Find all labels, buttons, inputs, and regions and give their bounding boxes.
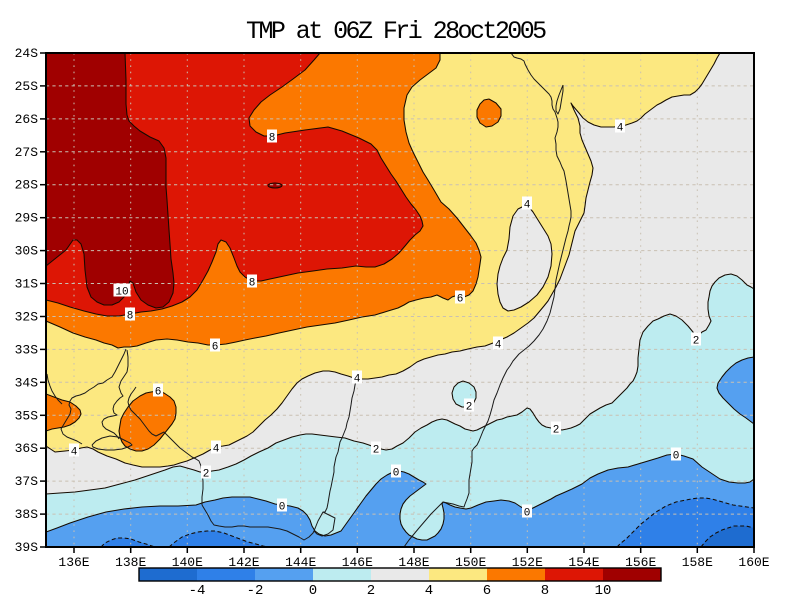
svg-text:2: 2 [693,336,700,348]
svg-text:0: 0 [393,468,400,480]
svg-text:148E: 148E [398,555,429,570]
svg-text:TMP at 06Z Fri 28oct2005: TMP at 06Z Fri 28oct2005 [246,17,546,46]
svg-text:160E: 160E [738,555,769,570]
svg-text:29S: 29S [15,211,39,226]
svg-text:156E: 156E [625,555,656,570]
svg-text:140E: 140E [172,555,203,570]
svg-text:27S: 27S [15,145,39,160]
svg-text:6: 6 [155,387,162,399]
svg-text:138E: 138E [115,555,146,570]
svg-text:4: 4 [495,340,502,352]
svg-text:10: 10 [115,287,128,299]
svg-text:2: 2 [466,402,473,414]
svg-text:146E: 146E [342,555,373,570]
svg-text:144E: 144E [285,555,316,570]
svg-text:37S: 37S [15,474,39,489]
svg-text:8: 8 [249,278,256,290]
svg-text:136E: 136E [58,555,89,570]
svg-text:32S: 32S [15,310,39,325]
svg-text:39S: 39S [15,540,39,555]
svg-text:26S: 26S [15,112,39,127]
svg-text:38S: 38S [15,507,39,522]
svg-text:4: 4 [425,583,433,599]
svg-text:6: 6 [457,294,464,306]
svg-text:2: 2 [367,583,375,599]
svg-text:4: 4 [524,200,531,212]
svg-text:158E: 158E [682,555,713,570]
svg-text:8: 8 [541,583,549,599]
svg-text:2: 2 [373,445,380,457]
svg-text:24S: 24S [15,46,39,61]
svg-text:8: 8 [127,311,134,323]
svg-text:8: 8 [269,133,276,145]
svg-text:152E: 152E [512,555,543,570]
svg-text:10: 10 [595,583,612,599]
svg-text:6: 6 [212,342,219,354]
svg-text:-4: -4 [189,583,206,599]
svg-text:142E: 142E [228,555,259,570]
svg-text:31S: 31S [15,277,39,292]
svg-text:25S: 25S [15,79,39,94]
svg-text:0: 0 [279,502,286,514]
svg-text:2: 2 [553,425,560,437]
svg-text:36S: 36S [15,441,39,456]
svg-text:-2: -2 [247,583,264,599]
svg-text:4: 4 [617,123,624,135]
svg-text:150E: 150E [455,555,486,570]
svg-text:4: 4 [213,444,220,456]
svg-text:28S: 28S [15,178,39,193]
svg-text:0: 0 [309,583,317,599]
svg-text:6: 6 [483,583,491,599]
svg-text:4: 4 [354,374,361,386]
svg-text:4: 4 [71,447,78,459]
svg-text:35S: 35S [15,408,39,423]
svg-text:33S: 33S [15,342,39,357]
svg-text:154E: 154E [568,555,599,570]
svg-text:0: 0 [673,451,680,463]
svg-text:34S: 34S [15,375,39,390]
svg-text:2: 2 [203,469,210,481]
svg-text:0: 0 [524,508,531,520]
svg-text:30S: 30S [15,244,39,259]
